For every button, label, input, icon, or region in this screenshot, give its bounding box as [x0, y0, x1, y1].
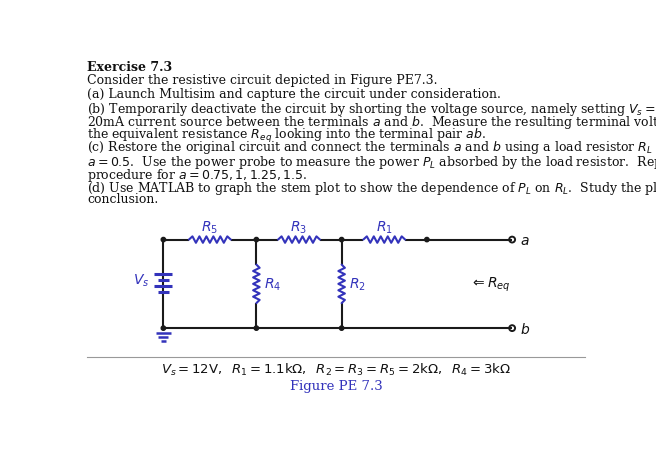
Circle shape — [424, 238, 429, 242]
Text: $a = 0.5$.  Use the power probe to measure the power $P_L$ absorbed by the load : $a = 0.5$. Use the power probe to measur… — [87, 153, 656, 170]
Circle shape — [255, 326, 258, 331]
Text: 20mA current source between the terminals $a$ and $b$.  Measure the resulting te: 20mA current source between the terminal… — [87, 114, 656, 131]
Circle shape — [161, 238, 165, 242]
Text: Exercise 7.3: Exercise 7.3 — [87, 61, 173, 74]
Text: $V_s = 12\mathrm{V},\;\; R_1 = 1.1\mathrm{k}\Omega,\;\; R_2 = R_3 = R_5 = 2\math: $V_s = 12\mathrm{V},\;\; R_1 = 1.1\mathr… — [161, 361, 511, 377]
Text: $R_5$: $R_5$ — [201, 220, 218, 236]
Text: $R_1$: $R_1$ — [376, 220, 393, 236]
Circle shape — [255, 238, 258, 242]
Text: $R_2$: $R_2$ — [350, 276, 366, 292]
Circle shape — [339, 238, 344, 242]
Text: (a) Launch Multisim and capture the circuit under consideration.: (a) Launch Multisim and capture the circ… — [87, 87, 501, 100]
Text: the equivalent resistance $R_{eq}$ looking into the terminal pair $ab$.: the equivalent resistance $R_{eq}$ looki… — [87, 127, 487, 145]
Text: $V_s$: $V_s$ — [133, 272, 150, 289]
Text: $R_3$: $R_3$ — [291, 220, 308, 236]
Circle shape — [161, 326, 165, 331]
Text: Figure PE 7.3: Figure PE 7.3 — [290, 379, 382, 392]
Text: (c) Restore the original circuit and connect the terminals $a$ and $b$ using a l: (c) Restore the original circuit and con… — [87, 140, 656, 158]
Text: (d) Use MATLAB to graph the stem plot to show the dependence of $P_L$ on $R_L$. : (d) Use MATLAB to graph the stem plot to… — [87, 180, 656, 197]
Text: $a$: $a$ — [520, 233, 529, 247]
Text: conclusion.: conclusion. — [87, 193, 159, 206]
Text: (b) Temporarily deactivate the circuit by shorting the voltage source, namely se: (b) Temporarily deactivate the circuit b… — [87, 101, 656, 118]
Text: $R_4$: $R_4$ — [264, 276, 281, 292]
Text: $b$: $b$ — [520, 321, 530, 336]
Text: procedure for $a = 0.75, 1, 1.25, 1.5$.: procedure for $a = 0.75, 1, 1.25, 1.5$. — [87, 166, 308, 184]
Text: $\Leftarrow R_{eq}$: $\Leftarrow R_{eq}$ — [470, 275, 510, 293]
Circle shape — [339, 326, 344, 331]
Text: Consider the resistive circuit depicted in Figure PE7.3.: Consider the resistive circuit depicted … — [87, 74, 438, 87]
